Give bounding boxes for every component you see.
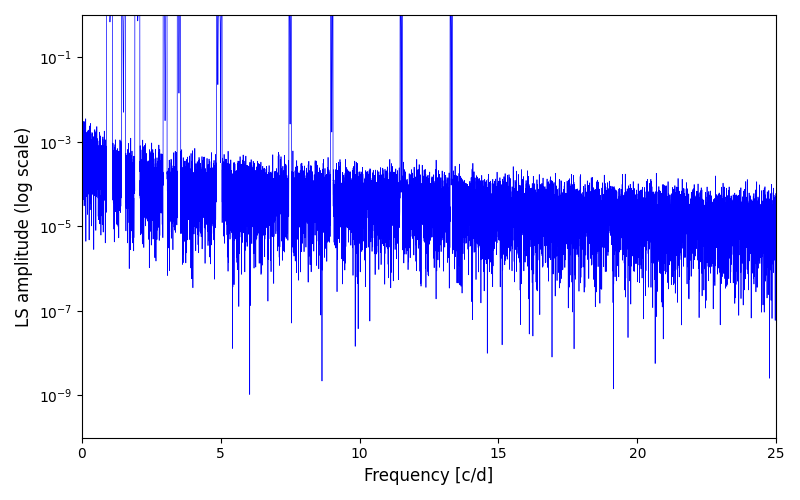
Y-axis label: LS amplitude (log scale): LS amplitude (log scale) bbox=[15, 126, 33, 326]
X-axis label: Frequency [c/d]: Frequency [c/d] bbox=[364, 467, 494, 485]
